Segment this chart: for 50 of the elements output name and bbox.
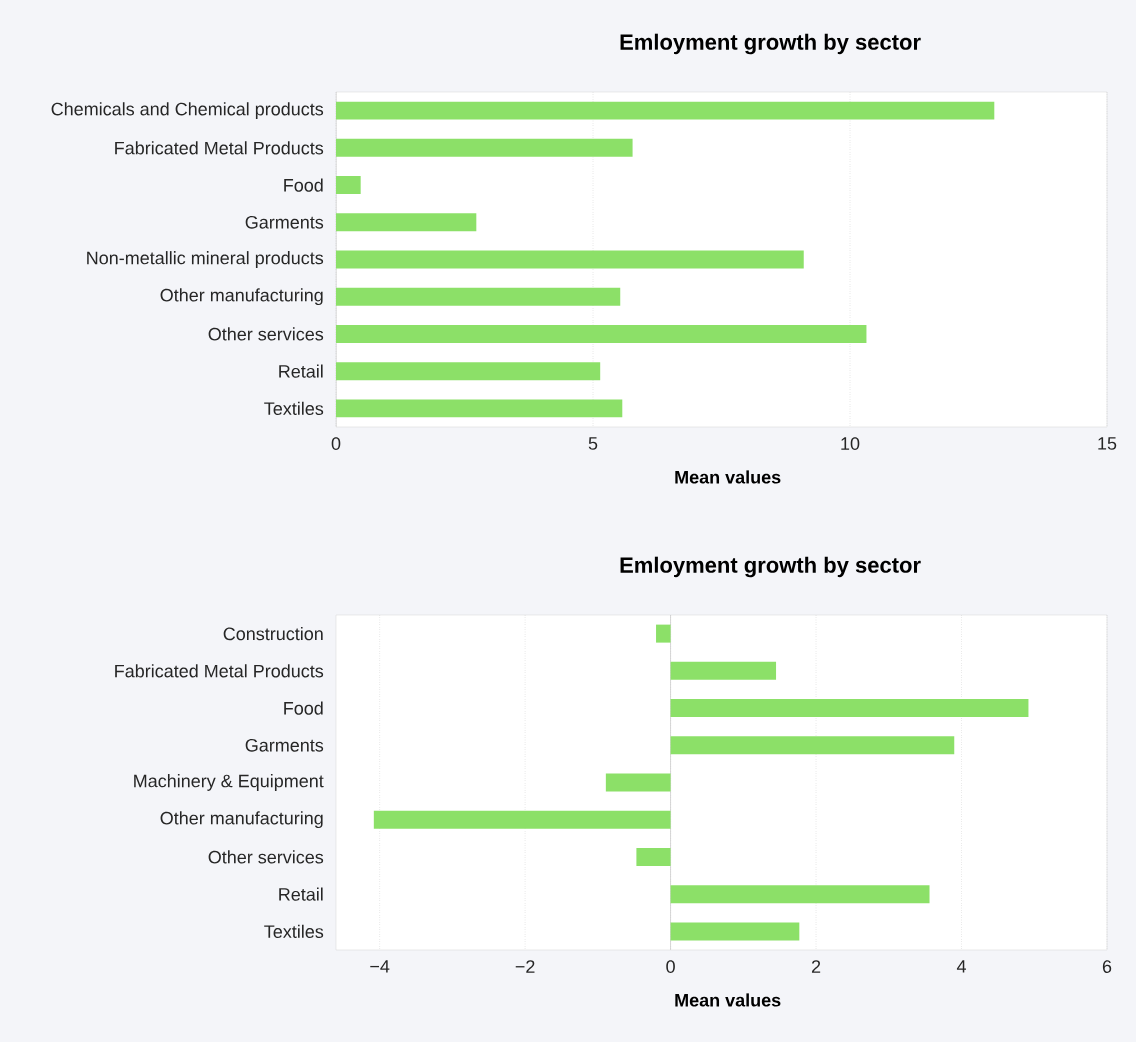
bar <box>336 362 601 381</box>
chart-title: Emloyment growth by sector <box>620 33 921 55</box>
y-tick-label: Other manufacturing <box>160 811 323 829</box>
y-tick-label: Textiles <box>264 401 324 415</box>
y-tick-label: Food <box>284 701 323 715</box>
x-axis-title: Mean values <box>675 470 781 484</box>
x-tick-label: 4 <box>956 960 967 973</box>
bar <box>336 399 623 418</box>
bar <box>656 624 671 643</box>
x-tick-label: 15 <box>1098 437 1117 450</box>
y-tick-label: Other services <box>208 850 324 864</box>
y-tick-label: Food <box>284 178 323 192</box>
bar <box>670 885 930 904</box>
bar <box>336 176 361 195</box>
bar <box>605 773 671 792</box>
y-tick-label: Other services <box>208 327 324 341</box>
bar <box>336 287 621 306</box>
y-tick-label: Textiles <box>264 924 324 938</box>
chart-title: Emloyment growth by sector <box>620 556 921 578</box>
bar <box>373 810 671 829</box>
y-tick-label: Other manufacturing <box>160 288 323 306</box>
y-tick-label: Fabricated Metal Products <box>115 664 324 678</box>
bar <box>670 699 1029 718</box>
bar <box>336 101 995 120</box>
bar <box>670 661 777 680</box>
y-tick-label: Non-metallic mineral products <box>87 251 324 268</box>
bar <box>336 250 804 269</box>
y-tick-label: Chemicals and Chemical products <box>51 102 324 119</box>
x-tick-label: 0 <box>331 437 341 450</box>
y-tick-label: Retail <box>279 364 323 378</box>
y-tick-label: Garments <box>245 738 324 752</box>
x-tick-label: 2 <box>811 960 821 973</box>
bar <box>336 138 633 157</box>
bar <box>670 736 955 755</box>
y-tick-label: Garments <box>245 215 324 229</box>
x-axis-title: Mean values <box>675 993 781 1007</box>
x-tick-label: −2 <box>515 960 535 973</box>
y-tick-label: Machinery & Equipment <box>134 774 324 791</box>
x-tick-label: 0 <box>666 960 675 973</box>
x-tick-label: 5 <box>588 437 598 450</box>
bar <box>636 847 671 866</box>
x-tick-label: 10 <box>841 437 860 450</box>
bar <box>336 213 477 232</box>
bar <box>336 324 867 343</box>
bar <box>670 922 800 941</box>
y-tick-label: Construction <box>223 627 323 641</box>
x-tick-label: −4 <box>370 960 390 973</box>
y-tick-label: Retail <box>279 887 323 901</box>
y-tick-label: Fabricated Metal Products <box>115 141 324 155</box>
x-tick-label: 6 <box>1102 960 1112 973</box>
